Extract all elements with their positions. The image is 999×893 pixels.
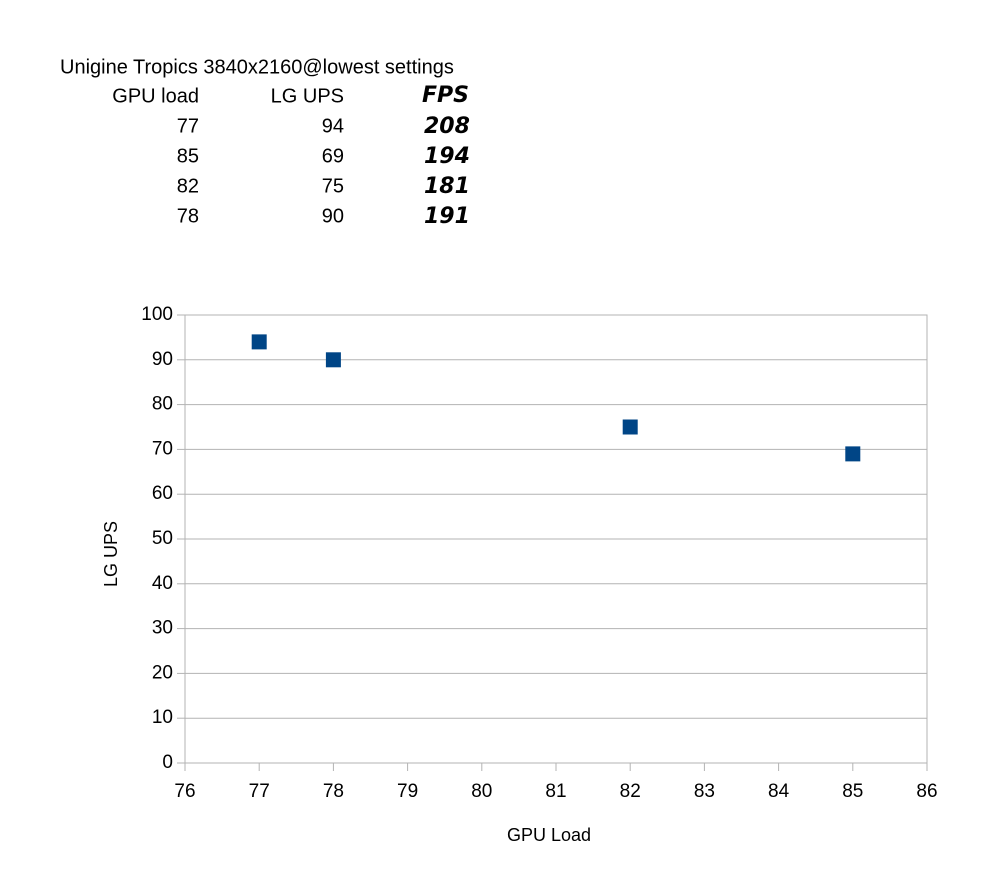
table-cell: 191 <box>424 204 470 229</box>
x-tick-label: 81 <box>545 781 566 802</box>
table-cell: 90 <box>322 205 344 227</box>
table-cell: 78 <box>177 205 199 227</box>
y-tick-label: 30 <box>152 618 173 639</box>
point <box>622 419 638 435</box>
x-tick-label: 83 <box>694 781 715 802</box>
table-cell: 181 <box>424 174 470 199</box>
point <box>325 352 341 368</box>
y-tick-label: 90 <box>152 349 173 370</box>
x-tick-label: 78 <box>323 781 344 802</box>
table-cell: 82 <box>177 175 199 197</box>
table-title: Unigine Tropics 3840x2160@lowest setting… <box>60 56 454 78</box>
table-header: LG UPS <box>271 85 344 107</box>
y-tick-label: 70 <box>152 438 173 459</box>
table-header: GPU load <box>112 85 199 107</box>
y-tick-label: 0 <box>162 752 173 773</box>
x-tick-label: 82 <box>620 781 641 802</box>
x-axis-title: GPU Load <box>507 825 591 845</box>
table-cell: 75 <box>322 175 344 197</box>
table-cell: 208 <box>424 114 470 139</box>
point <box>845 446 861 462</box>
y-tick-label: 100 <box>141 304 173 325</box>
x-tick-label: 85 <box>842 781 863 802</box>
table-header: FPS <box>422 83 469 108</box>
y-tick-label: 20 <box>152 662 173 683</box>
y-tick-label: 10 <box>152 707 173 728</box>
point <box>251 334 267 350</box>
x-tick-label: 79 <box>397 781 418 802</box>
table-cell: 85 <box>177 145 199 167</box>
y-tick-label: 60 <box>152 483 173 504</box>
y-axis-title: LG UPS <box>101 521 121 587</box>
x-tick-label: 80 <box>471 781 492 802</box>
x-tick-label: 76 <box>174 781 195 802</box>
y-tick-label: 80 <box>152 394 173 415</box>
y-tick-label: 40 <box>152 573 173 594</box>
table-cell: 69 <box>322 145 344 167</box>
x-tick-label: 84 <box>768 781 790 802</box>
x-tick-label: 86 <box>916 781 937 802</box>
table-cell: 94 <box>322 115 344 137</box>
table-cell: 194 <box>424 144 470 169</box>
y-tick-label: 50 <box>152 528 173 549</box>
x-tick-label: 77 <box>249 781 270 802</box>
table-cell: 77 <box>177 115 199 137</box>
